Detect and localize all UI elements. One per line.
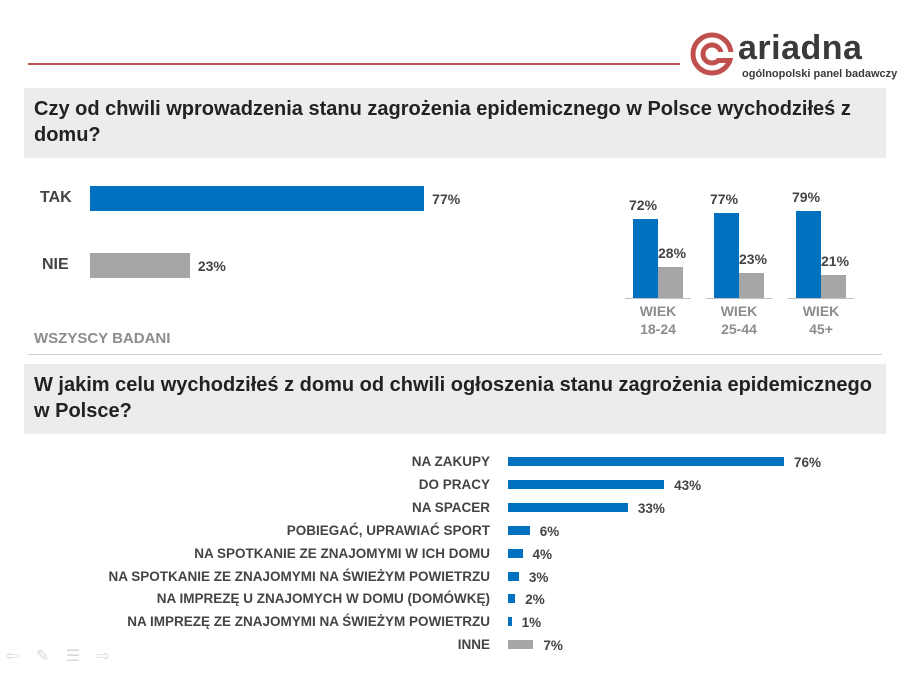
age-value-label: 21%	[821, 252, 850, 269]
reason-bar	[508, 479, 665, 489]
reason-label: NA ZAKUPY	[411, 454, 490, 469]
ariadna-logo-icon	[690, 32, 734, 76]
answer-bar	[90, 186, 425, 211]
reason-bar	[508, 640, 534, 650]
header-rule	[28, 63, 680, 65]
slide-navigation[interactable]: ⇦ ✎ ☰ ⇨	[6, 646, 122, 666]
reason-value-label: 7%	[543, 638, 563, 654]
reason-value-label: 6%	[539, 523, 560, 539]
reason-value-label: 1%	[521, 615, 542, 631]
reason-label: NA SPOTKANIE ZE ZNAJOMYMI NA ŚWIEŻYM POW…	[108, 568, 490, 584]
reason-bar	[508, 457, 784, 466]
answer-label: NIE	[42, 256, 69, 273]
reason-value-label: 33%	[637, 500, 665, 516]
logo-subtitle: ogólnopolski panel badawczy	[742, 68, 898, 80]
reason-value-label: 43%	[674, 477, 702, 493]
age-baseline	[625, 298, 691, 299]
age-value-label: 77%	[710, 191, 739, 208]
question2-box: W jakim celu wychodziłeś z domu od chwil…	[24, 364, 886, 434]
answer-value-label: 77%	[432, 191, 461, 207]
answer-bar	[90, 253, 190, 278]
reason-bar	[508, 502, 628, 512]
reason-label: NA SPACER	[411, 499, 490, 515]
reason-label: NA SPOTKANIE ZE ZNAJOMYMI W ICH DOMU	[194, 545, 490, 561]
next-slide-icon[interactable]: ⇨	[96, 648, 110, 665]
reason-label: NA IMPREZĘ U ZNAJOMYCH W DOMU (DOMÓWKĘ)	[156, 591, 490, 607]
reason-bar	[508, 525, 530, 535]
reason-label: INNE	[457, 637, 490, 653]
age-group-label: WIEK 18-24	[639, 303, 677, 337]
previous-slide-icon[interactable]: ⇦	[6, 648, 20, 665]
menu-icon[interactable]: ☰	[65, 648, 81, 665]
ariadna-logo: ariadna ogólnopolski panel badawczy	[690, 28, 897, 82]
age-group-label: WIEK 45+	[802, 303, 840, 337]
reason-value-label: 4%	[532, 546, 553, 562]
age-bar	[633, 218, 658, 298]
age-bar	[796, 211, 821, 298]
answer-label: TAK	[40, 189, 72, 206]
question1-title: Czy od chwili wprowadzenia stanu zagroże…	[34, 98, 851, 146]
reason-bar	[508, 571, 519, 581]
reason-bar	[508, 594, 516, 604]
age-group-label: WIEK 25-44	[720, 303, 758, 337]
age-value-label: 79%	[792, 189, 821, 206]
age-bar	[658, 267, 683, 298]
respondents-note: WSZYSCY BADANI	[34, 330, 171, 347]
age-bar	[714, 213, 739, 298]
reason-label: DO PRACY	[418, 476, 490, 492]
reason-value-label: 76%	[794, 455, 822, 470]
logo-wordmark: ariadna	[738, 29, 863, 67]
answer-value-label: 23%	[197, 258, 226, 274]
age-value-label: 28%	[658, 245, 687, 262]
age-baseline	[788, 298, 854, 299]
reason-value-label: 2%	[525, 592, 545, 608]
question2-title: W jakim celu wychodziłeś z domu od chwil…	[34, 374, 872, 422]
pen-icon[interactable]: ✎	[35, 648, 50, 665]
age-bar	[739, 272, 764, 298]
reason-label: NA IMPREZĘ ZE ZNAJOMYMI NA ŚWIEŻYM POWIE…	[127, 614, 490, 630]
age-value-label: 23%	[739, 250, 768, 267]
reason-label: POBIEGAĆ, UPRAWIAĆ SPORT	[286, 522, 490, 538]
age-value-label: 72%	[629, 196, 658, 213]
question1-box: Czy od chwili wprowadzenia stanu zagroże…	[24, 88, 886, 158]
reason-value-label: 3%	[528, 569, 549, 585]
reason-bar	[508, 548, 523, 558]
age-baseline	[706, 298, 772, 299]
reason-bar	[508, 617, 512, 627]
section-divider	[28, 354, 882, 355]
age-bar	[821, 274, 846, 298]
